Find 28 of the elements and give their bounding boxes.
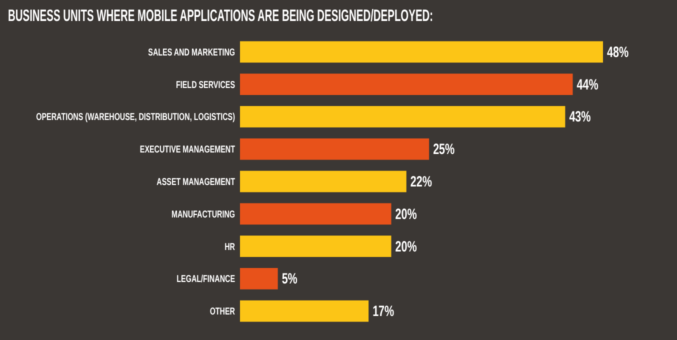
bar [240,106,566,128]
y-tick-label: OTHER [210,305,236,317]
y-tick-label: HR [224,240,236,252]
bar [240,170,406,192]
bar [240,203,392,225]
y-tick-label: EXECUTIVE MANAGEMENT [140,143,236,155]
bar [240,300,369,322]
y-tick-label: MANUFACTURING [171,208,236,220]
bar [240,41,603,63]
y-tick-label: FIELD SERVICES [176,78,236,90]
y-tick-label: LEGAL/FINANCE [176,272,236,284]
data-label: 20% [395,205,418,222]
bar [240,138,430,160]
y-tick-label: SALES AND MARKETING [148,46,236,58]
data-label: 43% [569,108,592,126]
data-label: 25% [433,140,455,158]
data-label: 44% [576,76,599,93]
data-label: 17% [372,302,394,320]
bar [240,74,573,96]
data-label: 48% [607,43,629,60]
y-tick-label: ASSET MANAGEMENT [156,176,236,188]
chart-title: BUSINESS UNITS WHERE MOBILE APPLICATIONS ARE BEING DESIGNED/DEPLOYED: [8,6,434,25]
data-label: 22% [410,172,432,190]
bar [240,236,392,257]
data-label: 20% [395,238,418,255]
data-label: 5% [282,270,298,288]
y-tick-label: OPERATIONS (WAREHOUSE, DISTRIBUTION, LOGISTICS) [36,111,236,123]
bar [240,268,278,290]
